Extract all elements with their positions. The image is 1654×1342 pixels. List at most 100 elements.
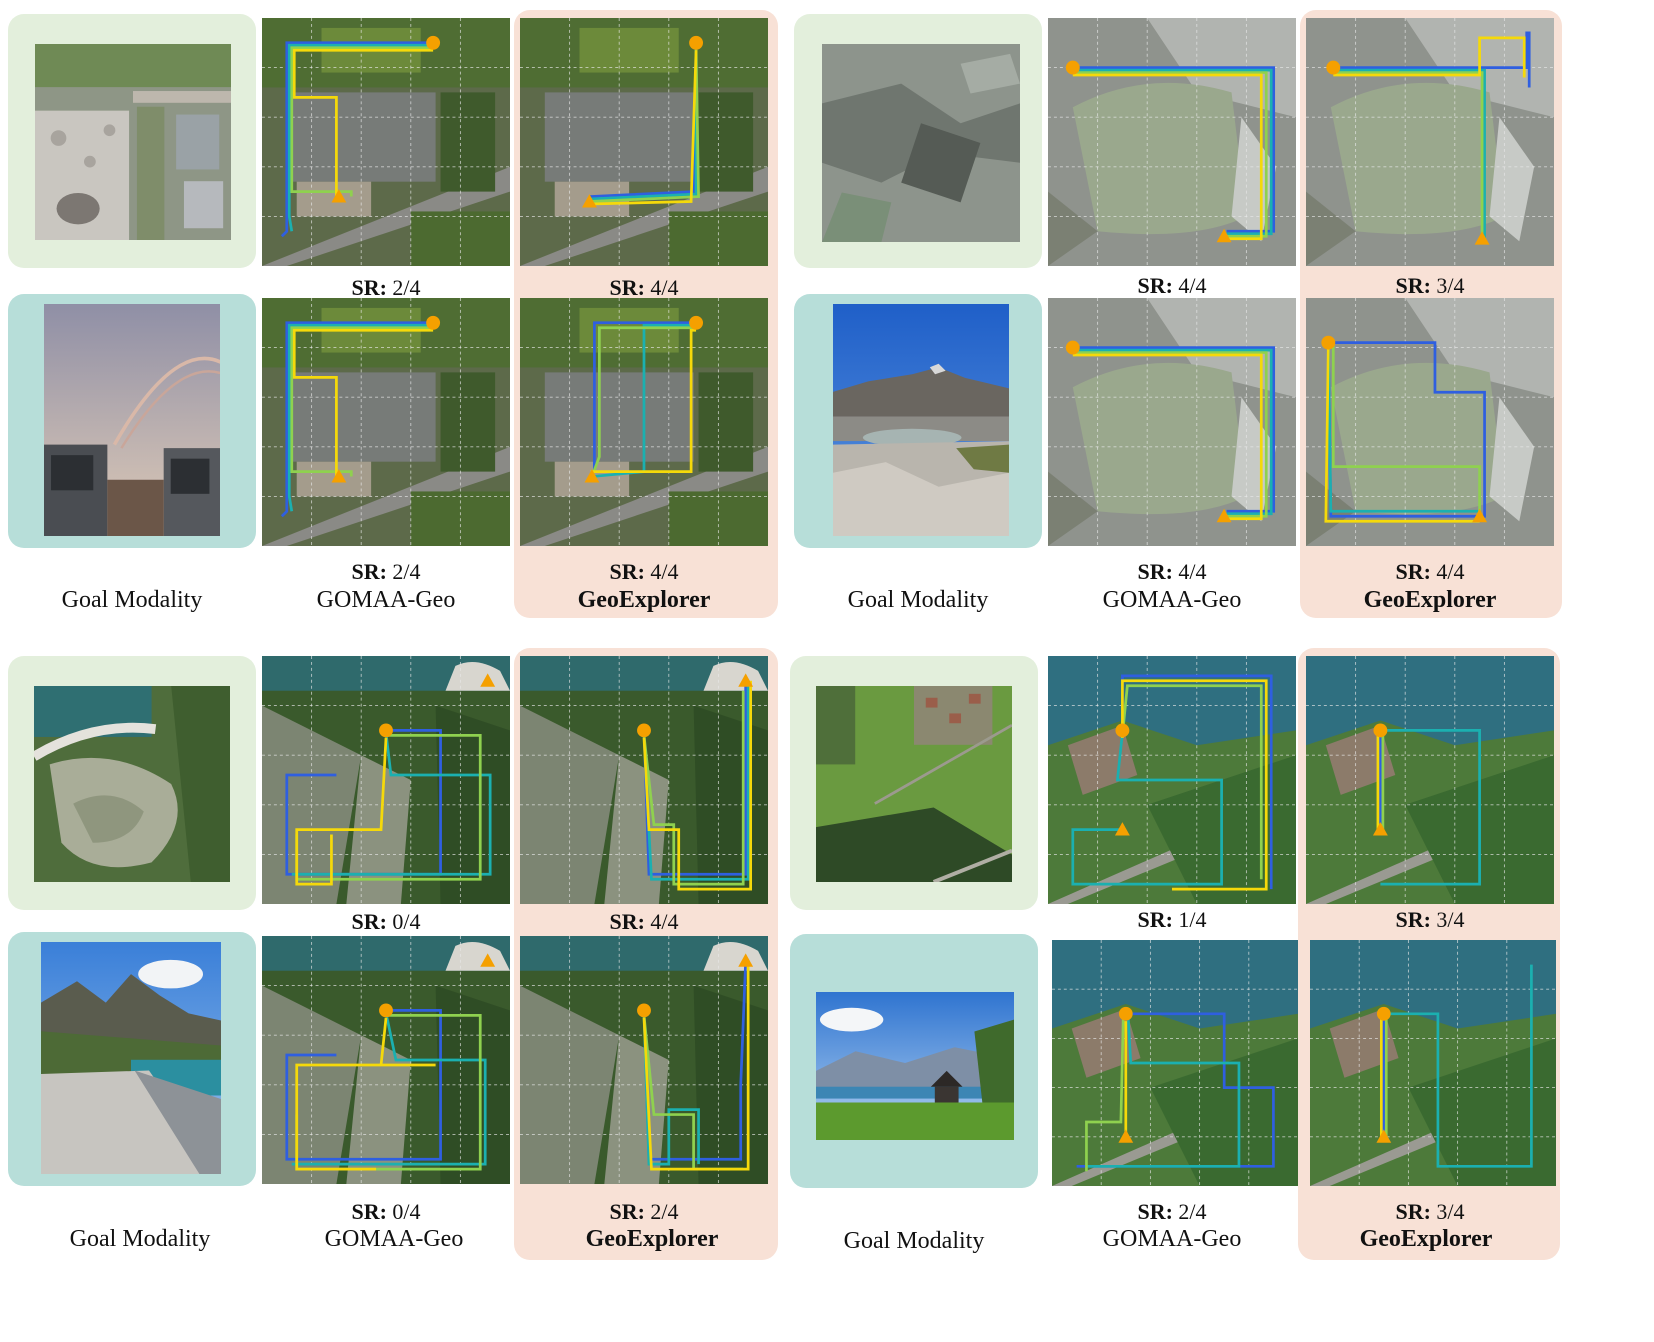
sr-value: 3/4 <box>1436 907 1465 932</box>
map-p1-r2-ours <box>520 298 768 546</box>
start-circle-icon <box>1118 1006 1133 1021</box>
trajectory-blue <box>280 41 434 238</box>
trajectory-yellow <box>1072 353 1263 521</box>
sr-value: 2/4 <box>650 1199 679 1224</box>
trajectory-teal <box>642 1012 700 1166</box>
map-p1-r2-baseline <box>262 298 510 546</box>
sr-prefix: SR: <box>609 559 645 584</box>
start-circle-icon <box>637 1003 651 1018</box>
goal-triangle-icon <box>1472 508 1488 523</box>
trajectory-blue <box>1333 31 1531 88</box>
sr-prefix: SR: <box>1137 907 1173 932</box>
goal-aerial-image-3 <box>34 686 230 882</box>
sr-prefix: SR: <box>1395 1199 1431 1224</box>
caption-baseline-p4: GOMAA-Geo <box>1102 1226 1242 1252</box>
trajectory-teal <box>1326 345 1480 513</box>
trajectory-green <box>1072 71 1268 238</box>
caption-baseline-p3: GOMAA-Geo <box>324 1226 464 1252</box>
trajectory-teal <box>287 43 434 232</box>
trajectory-blue <box>280 321 434 518</box>
goal-triangle-icon <box>331 469 347 483</box>
sr-prefix: SR: <box>609 1199 645 1224</box>
sr-value: 4/4 <box>1436 559 1465 584</box>
sr-label-p3-r2-baseline: SR: 0/4 <box>262 1199 510 1225</box>
trajectory-yellow <box>642 965 750 1171</box>
sr-prefix: SR: <box>609 909 645 934</box>
trajectory-blue <box>1076 1012 1275 1168</box>
goal-triangle-icon <box>1118 1129 1134 1143</box>
sr-label-p2-r2-ours: SR: 4/4 <box>1306 559 1554 585</box>
sr-value: 3/4 <box>1436 273 1465 298</box>
goal-triangle-icon <box>1216 228 1232 243</box>
trajectory-yellow <box>1072 73 1263 241</box>
goal-triangle-icon <box>480 953 496 967</box>
trajectory-teal <box>291 1012 487 1166</box>
start-circle-icon <box>1373 723 1388 738</box>
sr-prefix: SR: <box>1137 559 1173 584</box>
trajectory-teal <box>1072 68 1273 236</box>
trajectory-yellow <box>292 48 434 197</box>
sr-label-p2-r1-ours: SR: 3/4 <box>1306 273 1554 299</box>
sr-value: 4/4 <box>1178 273 1207 298</box>
trajectory-yellow <box>642 680 753 891</box>
trajectory-blue <box>1326 341 1486 518</box>
trajectory-green <box>590 326 697 478</box>
sr-prefix: SR: <box>351 275 387 300</box>
caption-goal-modality-p2: Goal Modality <box>847 587 989 613</box>
sr-label-p1-r2-ours: SR: 4/4 <box>520 559 768 585</box>
sr-prefix: SR: <box>1395 907 1431 932</box>
goal-ground-image-1 <box>44 304 220 536</box>
trajectory-green <box>1331 345 1481 517</box>
sr-label-p4-r1-baseline: SR: 1/4 <box>1048 907 1296 933</box>
start-circle-icon <box>689 35 704 50</box>
map-p3-r1-baseline <box>262 656 510 904</box>
sr-prefix: SR: <box>1395 559 1431 584</box>
goal-triangle-icon <box>738 953 754 967</box>
trajectory-teal <box>1071 732 1223 886</box>
caption-ours-p3: GeoExplorer <box>585 1226 719 1252</box>
caption-goal-modality-p4: Goal Modality <box>843 1228 985 1254</box>
goal-triangle-icon <box>480 673 496 687</box>
trajectory-teal <box>291 732 492 876</box>
goal-triangle-icon <box>582 194 597 208</box>
start-circle-icon <box>379 1003 393 1018</box>
goal-aerial-image-2 <box>822 44 1020 242</box>
trajectory-teal <box>1072 348 1273 516</box>
sr-prefix: SR: <box>351 559 387 584</box>
goal-aerial-image-4 <box>816 686 1012 882</box>
trajectory-teal <box>1086 1018 1241 1168</box>
sr-value: 2/4 <box>1178 1199 1207 1224</box>
goal-triangle-icon <box>1216 508 1232 523</box>
map-p2-r2-baseline <box>1048 298 1296 546</box>
sr-label-p4-r2-ours: SR: 3/4 <box>1306 1199 1554 1225</box>
trajectory-blue <box>285 1009 442 1161</box>
trajectory-green <box>642 690 745 886</box>
caption-ours-p1: GeoExplorer <box>577 587 711 613</box>
trajectory-yellow <box>1121 679 1268 891</box>
goal-triangle-icon <box>1372 822 1388 836</box>
sr-prefix: SR: <box>351 1199 387 1224</box>
sr-prefix: SR: <box>609 275 645 300</box>
trajectory-blue <box>1072 66 1276 233</box>
sr-prefix: SR: <box>1137 273 1173 298</box>
map-p4-r1-baseline <box>1048 656 1296 904</box>
sr-value: 0/4 <box>392 1199 421 1224</box>
caption-goal-modality-p3: Goal Modality <box>69 1226 211 1252</box>
sr-label-p1-r1-ours: SR: 4/4 <box>520 275 768 301</box>
goal-triangle-icon <box>1474 231 1490 245</box>
trajectory-green <box>1121 684 1263 880</box>
trajectory-teal <box>591 323 697 478</box>
trajectory-teal <box>1388 964 1533 1168</box>
trajectory-blue <box>593 321 697 472</box>
start-circle-icon <box>1065 60 1080 75</box>
trajectory-green <box>290 46 434 197</box>
trajectory-green <box>1085 1013 1125 1172</box>
trajectory-teal <box>287 323 434 512</box>
map-p4-r2-ours <box>1310 940 1556 1186</box>
sr-label-p2-r2-baseline: SR: 4/4 <box>1048 559 1296 585</box>
goal-triangle-icon <box>1114 822 1130 836</box>
map-p1-r1-baseline <box>262 18 510 266</box>
map-p2-r2-ours <box>1306 298 1554 546</box>
sr-label-p2-r1-baseline: SR: 4/4 <box>1048 273 1296 299</box>
sr-value: 2/4 <box>392 559 421 584</box>
